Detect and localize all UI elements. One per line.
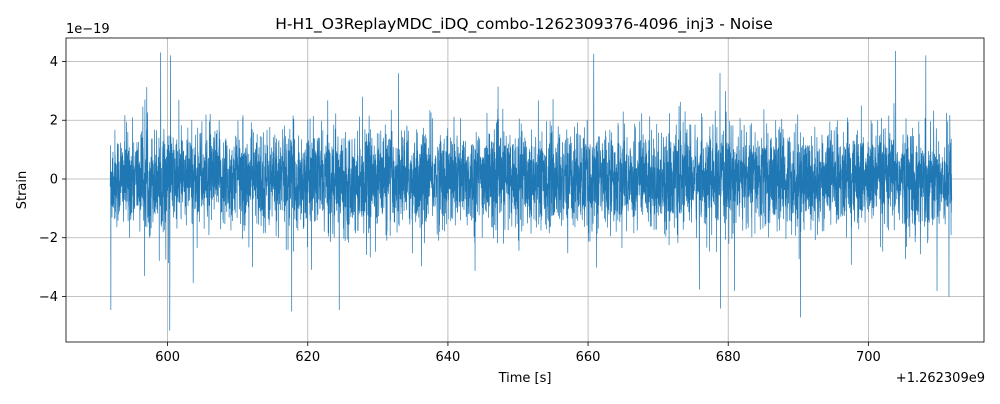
y-tick-label: 2 [50,114,58,129]
x-offset-label: +1.262309e9 [896,371,985,386]
noise-series-line [109,50,953,331]
x-axis-label: Time [s] [498,371,552,386]
x-tick-label: 600 [155,350,180,365]
x-tick-label: 660 [576,350,601,365]
x-tick-label: 640 [436,350,461,365]
y-scale-label: 1e−19 [66,22,110,37]
y-tick-label: −4 [39,290,58,305]
x-tick-label: 620 [295,350,320,365]
x-tick-label: 700 [856,350,881,365]
ticks: 600 620 640 660 680 700 4 2 0 −2 −4 [39,55,881,365]
y-axis-label: Strain [15,171,30,210]
y-tick-label: 4 [50,55,58,70]
chart-title: H-H1_O3ReplayMDC_iDQ_combo-1262309376-40… [275,15,773,34]
x-tick-label: 680 [716,350,741,365]
y-tick-label: −2 [39,231,58,246]
plot-frame [65,37,985,343]
y-tick-label: 0 [50,172,58,187]
